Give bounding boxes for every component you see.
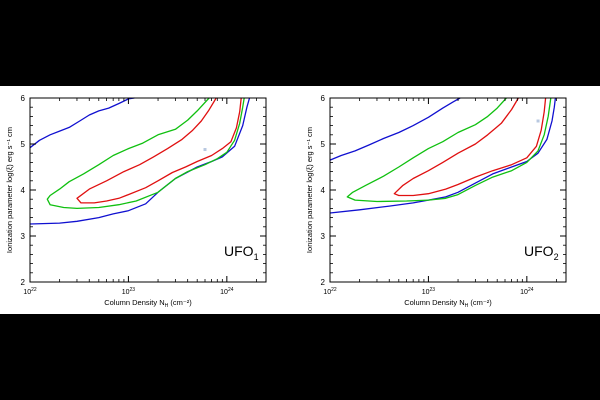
x-axis-label-text: Column Density N: [404, 298, 464, 307]
panel-label: UFO1: [224, 243, 259, 262]
panel-label: UFO2: [524, 243, 559, 262]
x-axis-label: Column Density NH (cm⁻²): [404, 298, 492, 309]
contour-line-4: [393, 97, 547, 197]
contour-line-1: [329, 97, 461, 161]
x-axis-label-text: Column Density N: [104, 298, 164, 307]
x-axis-label-subscript: H: [465, 303, 469, 309]
chart-panel-1: 2 3 4 5 6 1022 1023 1024 Column Density NH (cm⁻²…: [0, 86, 300, 314]
y-tick-label: 6: [21, 94, 26, 103]
x-tick-label: 1024: [520, 287, 534, 296]
contour-line-2: [29, 97, 251, 225]
chart-panel-2: 2 3 4 5 6 1022 1023 1024 Column Density NH (cm⁻²…: [300, 86, 600, 314]
contour-line-2: [329, 97, 557, 214]
x-tick-label: 1024: [220, 287, 234, 296]
y-tick-label: 4: [321, 186, 326, 195]
y-tick-label: 3: [21, 232, 26, 241]
x-axis-label-unit: (cm⁻²): [168, 298, 192, 307]
contour-line-4: [76, 97, 242, 204]
y-tick-label: 4: [21, 186, 26, 195]
x-tick-exponent: 24: [228, 287, 234, 293]
x-axis-label-unit: (cm⁻²): [468, 298, 492, 307]
contour-line-3: [46, 97, 245, 210]
y-tick-label: 2: [21, 278, 26, 287]
contour-line-1: [29, 97, 135, 149]
x-tick-exponent: 22: [331, 287, 337, 293]
y-tick-label: 6: [321, 94, 326, 103]
y-axis-label: Ionization parameter log(ξ) erg s⁻¹ cm: [5, 127, 14, 253]
y-tick-label: 2: [321, 278, 326, 287]
panel-label-subscript: 1: [254, 252, 259, 262]
x-tick-label: 1023: [122, 287, 136, 296]
contour-line-3: [346, 97, 552, 203]
x-tick-label: 1023: [422, 287, 436, 296]
x-tick-exponent: 22: [31, 287, 37, 293]
x-tick-exponent: 23: [430, 287, 436, 293]
panel-label-subscript: 2: [554, 252, 559, 262]
x-tick-exponent: 24: [528, 287, 534, 293]
figure-area: 2 3 4 5 6 1022 1023 1024 Column Density NH (cm⁻²…: [0, 86, 600, 314]
x-tick-label: 1022: [323, 287, 337, 296]
y-axis-label: Ionization parameter log(ξ) erg s⁻¹ cm: [305, 127, 314, 253]
x-axis-label-subscript: H: [165, 303, 169, 309]
x-axis-label: Column Density NH (cm⁻²): [104, 298, 192, 309]
best-fit-marker: [536, 119, 540, 123]
y-tick-label: 3: [321, 232, 326, 241]
best-fit-marker: [203, 148, 207, 152]
x-tick-label: 1022: [23, 287, 37, 296]
y-tick-label: 5: [321, 140, 326, 149]
y-tick-label: 5: [21, 140, 26, 149]
x-tick-exponent: 23: [130, 287, 136, 293]
